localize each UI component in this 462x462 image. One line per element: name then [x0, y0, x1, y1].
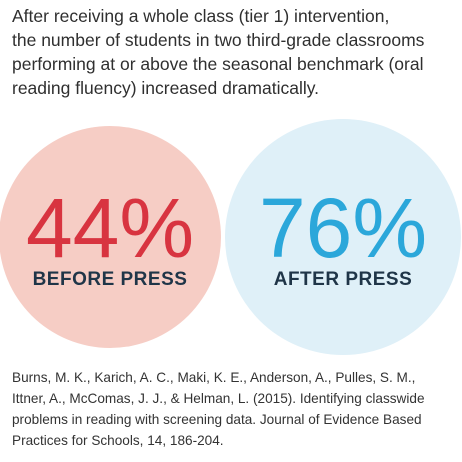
before-label: BEFORE PRESS: [33, 269, 188, 290]
intro-line: the number of students in two third-grad…: [12, 30, 425, 50]
citation-line: Practices for Schools, 14, 186-204.: [12, 433, 224, 448]
before-value: 44%: [26, 181, 194, 275]
citation-line: Burns, M. K., Karich, A. C., Maki, K. E.…: [12, 370, 415, 385]
citation: Burns, M. K., Karich, A. C., Maki, K. E.…: [12, 370, 425, 448]
intro-line: reading fluency) increased dramatically.: [12, 78, 319, 98]
intro-line: performing at or above the seasonal benc…: [12, 54, 423, 74]
intro-line: After receiving a whole class (tier 1) i…: [12, 6, 389, 26]
after-label: AFTER PRESS: [274, 269, 413, 290]
citation-line: problems in reading with screening data.…: [12, 412, 422, 427]
after-circle: [225, 119, 461, 355]
intro: After receiving a whole class (tier 1) i…: [12, 6, 425, 98]
before-circle: [0, 126, 221, 348]
after-value: 76%: [259, 181, 427, 275]
citation-line: Ittner, A., McComas, J. J., & Helman, L.…: [12, 391, 425, 406]
